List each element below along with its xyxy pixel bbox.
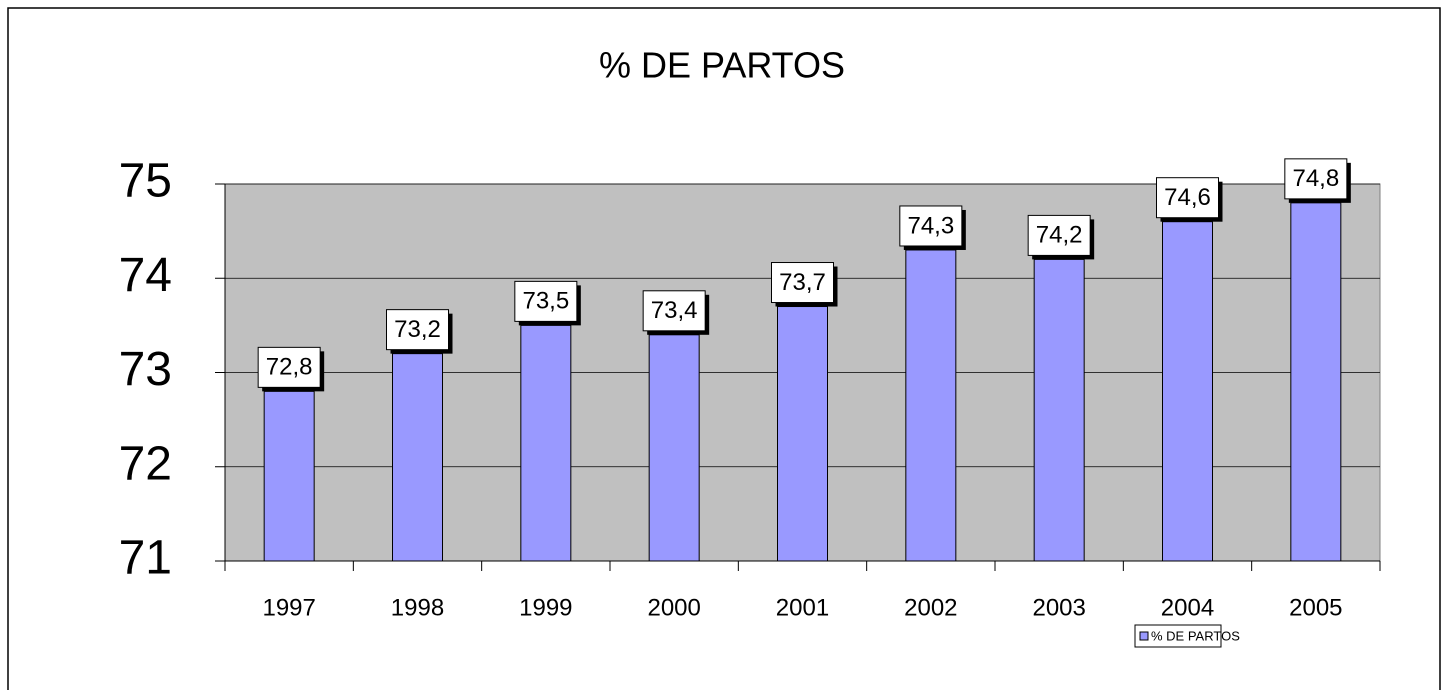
chart-title: % DE PARTOS (599, 45, 845, 86)
data-label: 73,5 (522, 288, 569, 315)
bar (777, 306, 828, 562)
y-tick-label: 75 (119, 155, 172, 208)
bar (392, 353, 443, 562)
x-tick-label: 2000 (647, 594, 700, 621)
data-label: 73,4 (651, 297, 698, 324)
x-tick-label: 2004 (1161, 594, 1214, 621)
data-label: 73,7 (779, 269, 826, 296)
x-tick-label: 2005 (1289, 594, 1342, 621)
y-tick-label: 72 (119, 437, 172, 490)
data-label: 74,8 (1292, 165, 1339, 192)
data-label: 74,3 (907, 212, 954, 239)
bar (1033, 258, 1085, 562)
legend-label: % DE PARTOS (1151, 628, 1240, 643)
data-label: 73,2 (394, 316, 441, 343)
x-tick-label: 1999 (519, 594, 572, 621)
data-label: 74,2 (1036, 222, 1083, 249)
legend-swatch (1139, 631, 1149, 641)
data-label-box (642, 290, 706, 332)
y-tick-label: 74 (119, 249, 172, 302)
bar (648, 334, 700, 562)
data-label-box (771, 262, 834, 304)
bar (263, 390, 315, 562)
bar (1162, 221, 1213, 562)
data-label: 72,8 (266, 354, 313, 381)
legend-box (1134, 624, 1222, 648)
x-tick-label: 2003 (1032, 594, 1085, 621)
data-label-box (1027, 214, 1091, 256)
data-label-box (1156, 177, 1219, 219)
x-tick-label: 2001 (776, 594, 829, 621)
bar (1290, 202, 1342, 562)
x-tick-label: 2002 (904, 594, 957, 621)
data-label-box (257, 346, 321, 388)
y-tick-label: 71 (119, 532, 172, 585)
x-tick-label: 1998 (391, 594, 444, 621)
bar (520, 324, 572, 562)
data-label-box (899, 205, 963, 247)
data-label: 74,6 (1164, 184, 1211, 211)
data-label-box (1284, 158, 1348, 200)
x-tick-label: 1997 (262, 594, 315, 621)
data-label-box (386, 309, 449, 351)
data-label-box (514, 280, 578, 322)
y-tick-label: 73 (119, 343, 172, 396)
bar (905, 249, 957, 562)
